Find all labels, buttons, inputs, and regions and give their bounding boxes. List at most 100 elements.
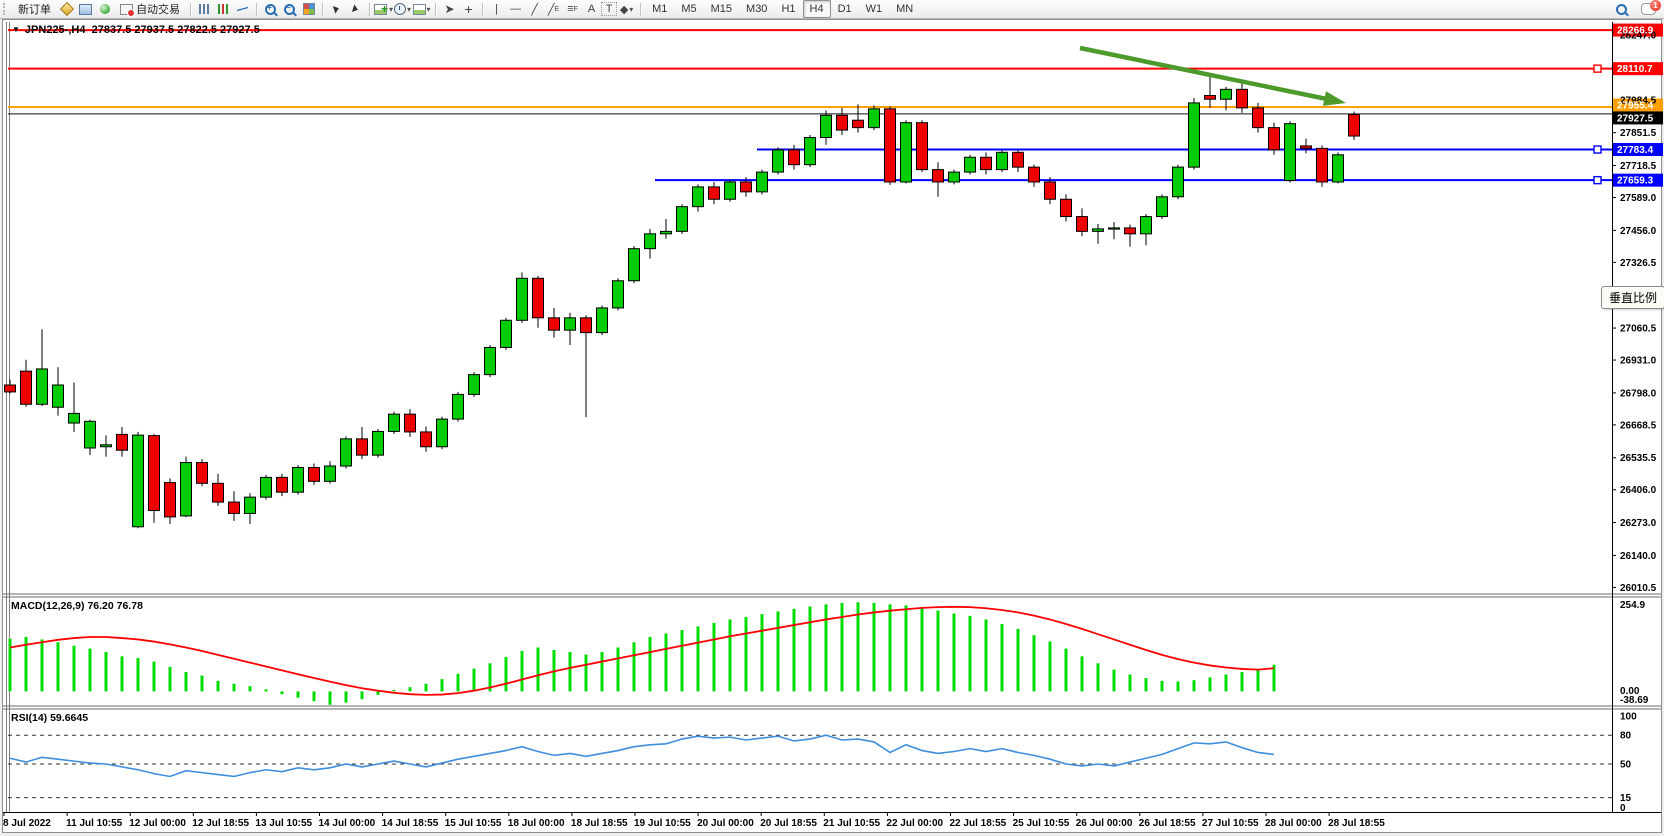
- auto-trading-button[interactable]: 自动交易: [114, 0, 186, 18]
- toolbar-separator: [369, 2, 371, 16]
- price-tick-label: 27589.0: [1620, 193, 1657, 204]
- crosshair-icon[interactable]: +: [464, 1, 473, 17]
- time-label: 19 Jul 10:55: [634, 818, 691, 829]
- price-tick-label: 27456.0: [1620, 226, 1657, 237]
- macd-indicator-label: MACD(12,26,9) 76.20 76.78: [11, 600, 143, 612]
- price-tick-label: 26140.0: [1620, 551, 1657, 562]
- candle-body: [484, 346, 496, 376]
- candle-body: [996, 151, 1008, 171]
- candle-body: [212, 482, 224, 503]
- timeframe-button-M30[interactable]: M30: [746, 3, 768, 15]
- arrows-dropdown-icon[interactable]: ◆ ▾: [619, 3, 634, 16]
- candle-body: [756, 171, 768, 193]
- line-handle[interactable]: [1593, 145, 1602, 154]
- price-badge-label: 27783.4: [1617, 145, 1654, 156]
- price-tick-label: 28247.0: [1620, 31, 1657, 42]
- candle-body: [260, 476, 272, 498]
- candle-body: [884, 108, 896, 183]
- timeframe-button-M5[interactable]: M5: [681, 3, 697, 15]
- candle-body: [708, 186, 720, 200]
- price-badge: [1613, 98, 1663, 112]
- trend-arrow-object[interactable]: [1079, 45, 1346, 106]
- timeframe-button-M15[interactable]: M15: [710, 3, 733, 15]
- candle-body: [372, 430, 384, 456]
- time-label: 21 Jul 10:55: [823, 818, 880, 829]
- candle-body: [1252, 107, 1264, 129]
- price-tick-label: 27851.5: [1620, 128, 1657, 139]
- templates-icon[interactable]: ▾: [412, 1, 431, 17]
- trendline-icon[interactable]: ╱: [531, 3, 538, 16]
- candle-body: [980, 156, 992, 171]
- time-label: 26 Jul 18:55: [1139, 818, 1196, 829]
- time-label: 20 Jul 00:00: [697, 818, 754, 829]
- line-chart-icon[interactable]: [233, 1, 252, 17]
- candle-body: [404, 413, 416, 433]
- fibonacci-icon[interactable]: ≡ F: [567, 3, 578, 15]
- tile-windows-icon[interactable]: [299, 1, 318, 17]
- time-label: 28 Jul 18:55: [1328, 818, 1385, 829]
- candle-body: [1156, 196, 1168, 218]
- timeframe-button-M1[interactable]: M1: [652, 3, 668, 15]
- periods-icon[interactable]: ▾: [393, 1, 412, 17]
- channel-icon[interactable]: ╱ E: [547, 3, 560, 16]
- chart-shift-icon[interactable]: [346, 1, 365, 17]
- candle-body: [340, 438, 352, 467]
- time-axis[interactable]: [3, 812, 1330, 816]
- macd-zero-label: 0.00: [1620, 686, 1640, 697]
- toolbar-grip[interactable]: [3, 3, 7, 15]
- candle-body: [676, 206, 688, 232]
- line-handle[interactable]: [1593, 175, 1602, 185]
- timeframe-button-H1[interactable]: H1: [781, 3, 796, 15]
- candle-body: [596, 307, 608, 334]
- search-icon[interactable]: [1612, 1, 1631, 17]
- label-icon[interactable]: T: [601, 2, 618, 16]
- vertical-scale-tooltip: 垂直比例: [1601, 286, 1664, 309]
- bar-chart-icon[interactable]: [195, 1, 214, 17]
- add-indicator-icon[interactable]: + ▾: [374, 1, 393, 17]
- candle-body: [724, 181, 736, 200]
- candle-body: [452, 393, 464, 420]
- zoom-in-icon[interactable]: +: [261, 1, 280, 17]
- one-click-trading-toggle[interactable]: ▼: [12, 25, 20, 34]
- cursor-icon[interactable]: ➤: [444, 2, 455, 16]
- candle-body: [548, 317, 560, 331]
- candle-body: [1076, 216, 1088, 232]
- time-label: 14 Jul 00:00: [319, 818, 376, 829]
- chat-icon[interactable]: 1: [1639, 0, 1661, 17]
- arrow-shaft[interactable]: [1079, 45, 1331, 102]
- time-label: 12 Jul 18:55: [192, 818, 249, 829]
- timeframe-button-H4[interactable]: H4: [802, 0, 831, 18]
- price-tick-label: 26668.5: [1620, 420, 1657, 431]
- horizontal-line-icon[interactable]: —: [510, 3, 522, 15]
- candle-body: [964, 156, 976, 173]
- time-label: 22 Jul 00:00: [886, 818, 943, 829]
- timeframe-button-D1[interactable]: D1: [837, 3, 852, 15]
- candle-body: [804, 137, 816, 166]
- time-label: 22 Jul 18:55: [950, 818, 1007, 829]
- candle-body: [836, 114, 848, 131]
- text-icon[interactable]: A: [587, 3, 596, 15]
- seal-icon[interactable]: [57, 1, 76, 17]
- new-order-button[interactable]: 新订单: [12, 0, 57, 18]
- vertical-line-icon[interactable]: |: [495, 3, 498, 15]
- candlestick-chart-icon[interactable]: [214, 1, 233, 17]
- candle-body: [420, 431, 432, 448]
- candle-body: [1316, 147, 1328, 183]
- zoom-out-icon[interactable]: −: [280, 1, 299, 17]
- line-handle[interactable]: [1593, 64, 1602, 73]
- candle-body: [324, 465, 336, 482]
- candle-body: [20, 370, 32, 405]
- price-badge: [1613, 143, 1663, 157]
- price-axis[interactable]: [1612, 23, 1663, 588]
- candle-body: [500, 319, 512, 348]
- symbol-period-label: JPN225-,H4: [24, 24, 86, 36]
- timeframe-button-MN[interactable]: MN: [896, 3, 914, 15]
- time-label: 8 Jul 2022: [3, 818, 51, 829]
- toolbar-separator: [482, 2, 484, 16]
- market-watch-icon[interactable]: [76, 1, 95, 17]
- price-tick-label: 26931.0: [1620, 356, 1657, 367]
- auto-scroll-icon[interactable]: [327, 1, 346, 17]
- timeframe-button-W1[interactable]: W1: [865, 3, 883, 15]
- signal-icon[interactable]: [95, 1, 114, 17]
